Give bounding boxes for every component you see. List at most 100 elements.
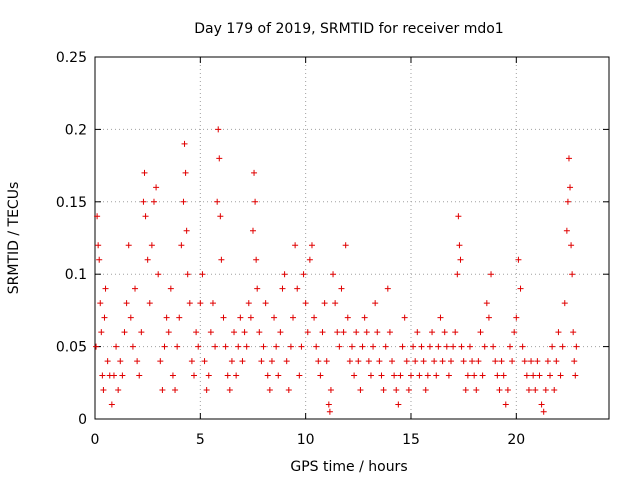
data-point bbox=[121, 329, 128, 336]
data-point bbox=[551, 387, 558, 394]
data-point bbox=[174, 343, 181, 350]
data-point bbox=[488, 271, 495, 278]
data-point bbox=[325, 401, 332, 408]
data-point bbox=[132, 285, 139, 292]
data-point bbox=[445, 372, 452, 379]
data-point bbox=[235, 343, 242, 350]
data-point bbox=[275, 372, 282, 379]
data-point bbox=[414, 329, 421, 336]
data-point bbox=[247, 314, 254, 321]
data-point bbox=[155, 271, 162, 278]
data-point bbox=[477, 329, 484, 336]
data-point bbox=[429, 329, 436, 336]
data-point bbox=[473, 387, 480, 394]
data-point bbox=[148, 242, 155, 249]
data-point bbox=[321, 300, 328, 307]
data-point bbox=[256, 329, 263, 336]
data-point bbox=[469, 358, 476, 365]
data-point bbox=[216, 155, 223, 162]
data-point bbox=[367, 372, 374, 379]
data-point bbox=[557, 372, 564, 379]
data-point bbox=[266, 387, 273, 394]
data-point bbox=[287, 343, 294, 350]
data-point bbox=[140, 198, 147, 205]
data-point bbox=[251, 169, 258, 176]
data-point bbox=[391, 372, 398, 379]
data-point bbox=[515, 256, 522, 263]
data-point bbox=[279, 285, 286, 292]
data-point bbox=[153, 184, 160, 191]
data-point bbox=[498, 358, 505, 365]
x-tick-label: 0 bbox=[91, 432, 100, 448]
data-point bbox=[319, 329, 326, 336]
data-point bbox=[98, 329, 105, 336]
data-point bbox=[376, 358, 383, 365]
data-point bbox=[448, 358, 455, 365]
data-point bbox=[285, 387, 292, 394]
data-point bbox=[123, 300, 130, 307]
data-point bbox=[97, 300, 104, 307]
data-point bbox=[183, 227, 190, 234]
data-point bbox=[490, 343, 497, 350]
data-point bbox=[517, 285, 524, 292]
data-point bbox=[150, 198, 157, 205]
data-point bbox=[401, 314, 408, 321]
data-point bbox=[231, 329, 238, 336]
data-point bbox=[452, 329, 459, 336]
data-point bbox=[220, 314, 227, 321]
data-point bbox=[397, 372, 404, 379]
chart-title: Day 179 of 2019, SRMTID for receiver mdo… bbox=[194, 21, 503, 37]
data-point bbox=[386, 329, 393, 336]
data-point bbox=[186, 300, 193, 307]
data-point bbox=[439, 358, 446, 365]
data-point bbox=[165, 329, 172, 336]
data-point bbox=[538, 401, 545, 408]
data-point bbox=[410, 343, 417, 350]
data-point bbox=[311, 314, 318, 321]
data-point bbox=[393, 387, 400, 394]
data-point bbox=[361, 314, 368, 321]
data-point bbox=[365, 358, 372, 365]
data-point bbox=[203, 387, 210, 394]
data-point bbox=[374, 329, 381, 336]
data-point bbox=[182, 169, 189, 176]
data-point bbox=[563, 227, 570, 234]
data-point bbox=[117, 358, 124, 365]
data-point bbox=[262, 300, 269, 307]
data-point bbox=[161, 343, 168, 350]
data-point bbox=[233, 372, 240, 379]
data-point bbox=[188, 358, 195, 365]
data-point bbox=[125, 242, 132, 249]
data-point bbox=[163, 314, 170, 321]
data-point bbox=[146, 300, 153, 307]
data-point bbox=[290, 314, 297, 321]
data-point bbox=[433, 372, 440, 379]
data-point bbox=[492, 358, 499, 365]
data-point bbox=[172, 387, 179, 394]
data-point bbox=[380, 387, 387, 394]
data-point bbox=[553, 358, 560, 365]
data-point bbox=[159, 387, 166, 394]
data-point bbox=[104, 358, 111, 365]
data-point bbox=[273, 343, 280, 350]
data-point bbox=[214, 198, 221, 205]
data-point bbox=[141, 169, 148, 176]
data-point bbox=[464, 372, 471, 379]
data-point bbox=[169, 372, 176, 379]
data-point bbox=[195, 343, 202, 350]
data-point bbox=[509, 358, 516, 365]
data-point bbox=[264, 372, 271, 379]
data-point bbox=[144, 256, 151, 263]
data-point bbox=[340, 329, 347, 336]
y-tick-label: 0.1 bbox=[65, 267, 87, 283]
data-point bbox=[193, 329, 200, 336]
data-point bbox=[540, 408, 547, 415]
ticks-layer: 0 0.05 0.1 0.15 0.2 0.25 0 5 10 15 20 bbox=[56, 50, 609, 448]
data-point bbox=[108, 401, 115, 408]
data-point bbox=[418, 343, 425, 350]
data-point bbox=[403, 358, 410, 365]
data-point bbox=[513, 314, 520, 321]
data-point bbox=[336, 343, 343, 350]
data-point bbox=[110, 372, 117, 379]
